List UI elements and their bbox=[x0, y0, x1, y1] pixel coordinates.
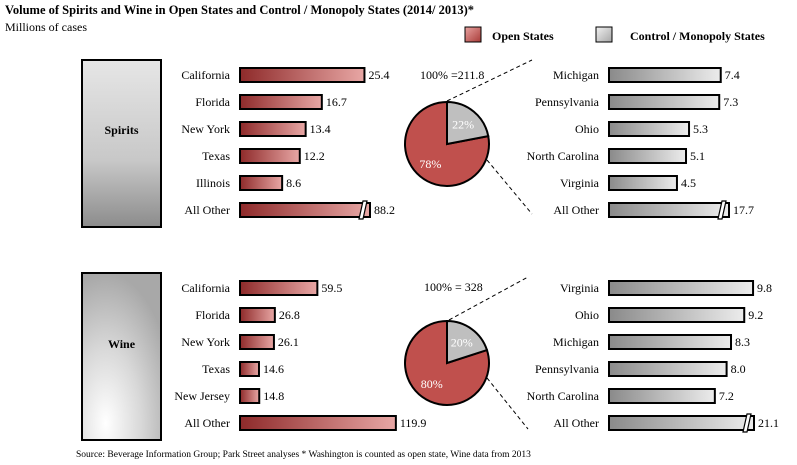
legend-label-open: Open States bbox=[492, 29, 554, 43]
wine-control-all-other-category-label: All Other bbox=[553, 416, 599, 430]
spirits-open-texas-category-label: Texas bbox=[202, 149, 230, 163]
wine-control-ohio-value-label: 9.2 bbox=[748, 308, 763, 322]
spirits-open-california-category-label: California bbox=[181, 68, 230, 82]
wine-open-florida-value-label: 26.8 bbox=[279, 308, 300, 322]
wine-pie-total: 100% = 328 bbox=[424, 280, 483, 294]
spirits-control-virginia-bar bbox=[608, 175, 678, 191]
spirits-pie-slice-control bbox=[446, 100, 490, 146]
wine-open-new-jersey-bar bbox=[239, 388, 261, 404]
spirits-open-california-value-label: 25.4 bbox=[368, 68, 389, 82]
spirits-open-california-bar bbox=[239, 67, 366, 83]
spirits-open-illinois-bar bbox=[239, 175, 284, 191]
legend-swatch-control bbox=[595, 26, 613, 43]
spirits-control-pennsylvania-value-label: 7.3 bbox=[723, 95, 738, 109]
spirits-control-all-other-value-label: 17.7 bbox=[733, 203, 754, 217]
spirits-open-all-other-bar bbox=[239, 202, 371, 218]
spirits-open-florida-category-label: Florida bbox=[195, 95, 230, 109]
wine-open-florida-category-label: Florida bbox=[195, 308, 230, 322]
wine-control-north-carolina-category-label: North Carolina bbox=[527, 389, 600, 403]
spirits-control-michigan-category-label: Michigan bbox=[553, 68, 599, 82]
spirits-open-florida-bar bbox=[239, 94, 323, 110]
panel-spirits-box: Spirits bbox=[81, 59, 162, 228]
spirits-control-all-other-category-label: All Other bbox=[553, 203, 599, 217]
wine-open-california-bar bbox=[239, 280, 319, 296]
wine-control-pennsylvania-value-label: 8.0 bbox=[731, 362, 746, 376]
spirits-open-all-other-category-label: All Other bbox=[184, 203, 230, 217]
spirits-open-florida-value-label: 16.7 bbox=[326, 95, 347, 109]
wine-control-virginia-bar bbox=[608, 280, 755, 296]
wine-control-pennsylvania-bar bbox=[608, 361, 728, 377]
spirits-control-north-carolina-value-label: 5.1 bbox=[690, 149, 705, 163]
wine-control-all-other-axis-break bbox=[742, 413, 752, 433]
wine-pie-label-control: 20% bbox=[451, 336, 473, 350]
wine-open-new-york-value-label: 26.1 bbox=[278, 335, 299, 349]
wine-pie-label-open: 80% bbox=[421, 377, 443, 391]
wine-control-michigan-bar bbox=[608, 334, 733, 350]
spirits-control-pennsylvania-category-label: Pennsylvania bbox=[535, 95, 600, 109]
spirits-control-north-carolina-bar bbox=[608, 148, 688, 164]
wine-control-ohio-bar bbox=[608, 307, 746, 323]
panel-wine-label: Wine bbox=[108, 337, 136, 351]
spirits-control-ohio-category-label: Ohio bbox=[575, 122, 599, 136]
spirits-control-all-other-bar bbox=[608, 202, 730, 218]
wine-control-all-other-bar bbox=[608, 415, 755, 431]
wine-open-all-other-category-label: All Other bbox=[184, 416, 230, 430]
spirits-open-illinois-value-label: 8.6 bbox=[286, 176, 301, 190]
wine-control-virginia-value-label: 9.8 bbox=[757, 281, 772, 295]
wine-control-michigan-value-label: 8.3 bbox=[735, 335, 750, 349]
chart-title: Volume of Spirits and Wine in Open State… bbox=[5, 3, 475, 17]
spirits-open-new-york-value-label: 13.4 bbox=[310, 122, 331, 136]
spirits-open-texas-bar bbox=[239, 148, 301, 164]
wine-control-north-carolina-bar bbox=[608, 388, 716, 404]
spirits-control-ohio-bar bbox=[608, 121, 691, 137]
spirits-open-new-york-bar bbox=[239, 121, 307, 137]
wine-open-california-category-label: California bbox=[181, 281, 230, 295]
spirits-pie-total: 100% =211.8 bbox=[420, 68, 484, 82]
wine-open-florida-bar bbox=[239, 307, 276, 323]
wine-open-texas-bar bbox=[239, 361, 260, 377]
wine-control-virginia-category-label: Virginia bbox=[560, 281, 600, 295]
wine-open-new-york-category-label: New York bbox=[181, 335, 230, 349]
wine-open-new-jersey-value-label: 14.8 bbox=[263, 389, 284, 403]
wine-control-all-other-value-label: 21.1 bbox=[758, 416, 779, 430]
spirits-open-new-york-category-label: New York bbox=[181, 122, 230, 136]
panel-wine-box: Wine bbox=[81, 272, 162, 441]
panel-spirits-label: Spirits bbox=[104, 123, 138, 137]
legend: Open States Control / Monopoly States bbox=[464, 26, 765, 43]
wine-open-california-value-label: 59.5 bbox=[321, 281, 342, 295]
spirits-control-michigan-bar bbox=[608, 67, 722, 83]
spirits-open-all-other-axis-break bbox=[358, 200, 368, 220]
legend-label-control: Control / Monopoly States bbox=[630, 29, 765, 43]
legend-swatch-open bbox=[464, 26, 482, 43]
wine-open-all-other-bar bbox=[239, 415, 397, 431]
spirits-control-ohio-value-label: 5.3 bbox=[693, 122, 708, 136]
spirits-control-pennsylvania-bar bbox=[608, 94, 721, 110]
source-note: Source: Beverage Information Group; Park… bbox=[76, 450, 531, 460]
wine-control-michigan-category-label: Michigan bbox=[553, 335, 599, 349]
wine-open-new-jersey-category-label: New Jersey bbox=[174, 389, 230, 403]
chart-subtitle: Millions of cases bbox=[5, 20, 87, 34]
spirits-control-all-other-axis-break bbox=[717, 200, 727, 220]
spirits-open-all-other-value-label: 88.2 bbox=[374, 203, 395, 217]
spirits-open-texas-value-label: 12.2 bbox=[304, 149, 325, 163]
wine-open-all-other-value-label: 119.9 bbox=[400, 416, 427, 430]
spirits-control-virginia-category-label: Virginia bbox=[560, 176, 600, 190]
wine-control-pennsylvania-category-label: Pennsylvania bbox=[535, 362, 600, 376]
spirits-control-michigan-value-label: 7.4 bbox=[725, 68, 740, 82]
pie-connector-lines bbox=[446, 59, 533, 430]
wine-open-texas-value-label: 14.6 bbox=[263, 362, 284, 376]
spirits-open-illinois-category-label: Illinois bbox=[196, 176, 230, 190]
wine-control-north-carolina-value-label: 7.2 bbox=[719, 389, 734, 403]
spirits-pie-label-open: 78% bbox=[419, 157, 441, 171]
wine-pie-slice-control bbox=[446, 319, 489, 365]
wine-open-texas-category-label: Texas bbox=[202, 362, 230, 376]
spirits-control-north-carolina-category-label: North Carolina bbox=[527, 149, 600, 163]
spirits-pie-label-control: 22% bbox=[452, 118, 474, 132]
wine-control-ohio-category-label: Ohio bbox=[575, 308, 599, 322]
spirits-control-virginia-value-label: 4.5 bbox=[681, 176, 696, 190]
wine-open-new-york-bar bbox=[239, 334, 275, 350]
